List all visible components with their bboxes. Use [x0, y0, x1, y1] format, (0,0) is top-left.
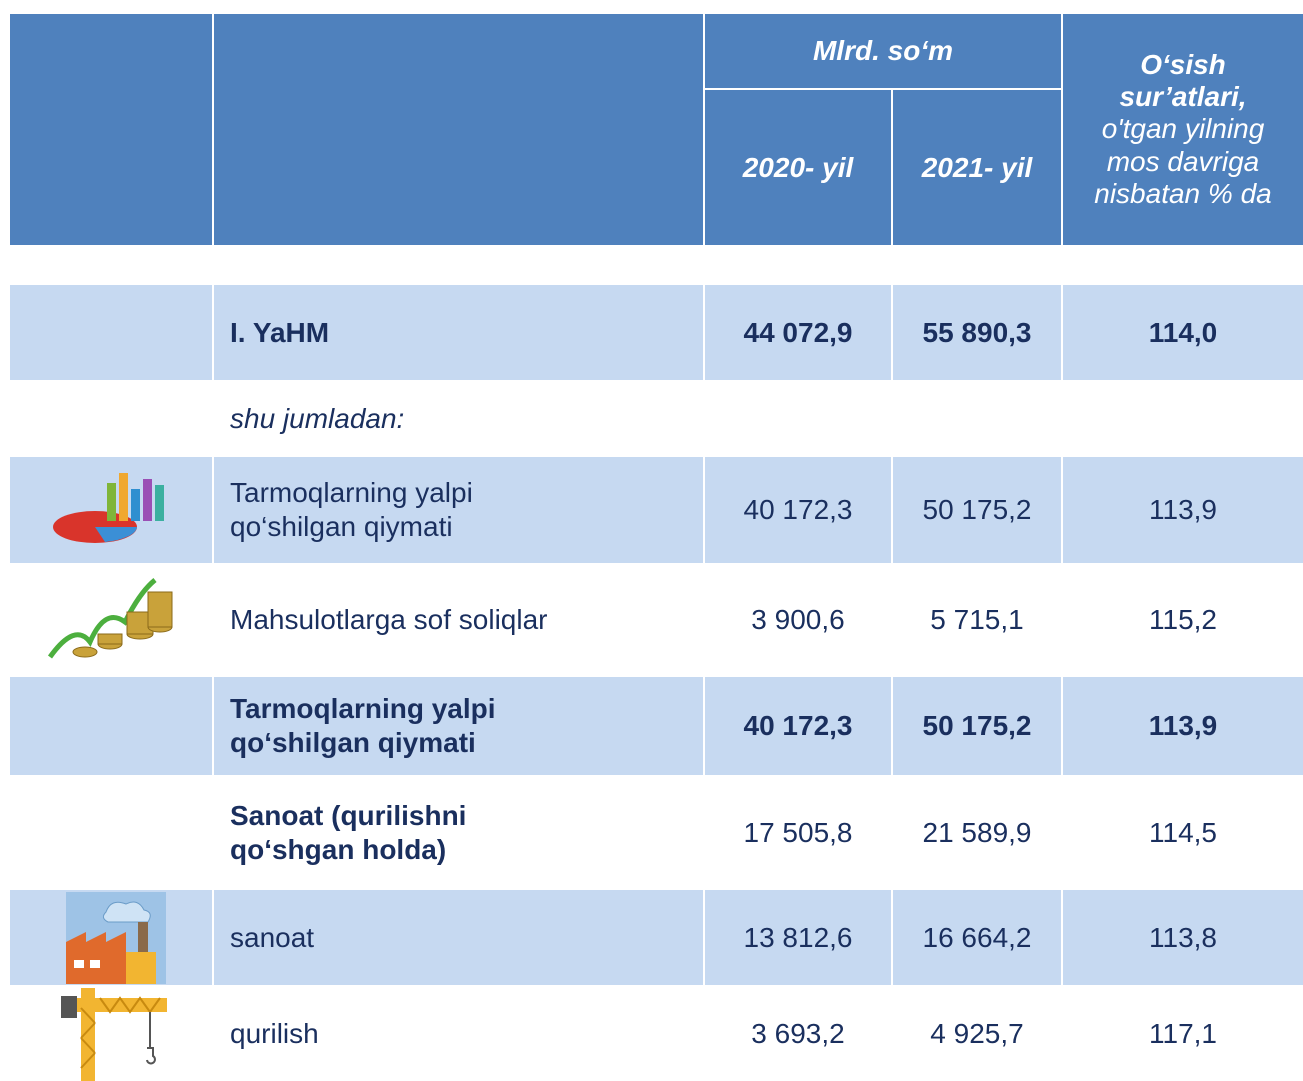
value-cell: 17 505,8: [743, 816, 853, 848]
value-cell: 50 175,2: [893, 457, 1061, 563]
label-text: Tarmoqlarning yalpi qo‘shilgan qiymati: [230, 693, 496, 758]
coins-icon: [47, 578, 173, 659]
growth-cell: 113,9: [1063, 677, 1303, 775]
row-label: shu jumladan:: [214, 382, 703, 455]
value-cell: 21 589,9: [922, 816, 1032, 848]
row-label: I. YaHM: [214, 285, 703, 380]
growth-cell: 113,8: [1063, 890, 1303, 985]
label-text: Mahsulotlarga sof soliqlar: [230, 604, 548, 636]
growth-note: o'tgan yilning mos davriga nisbatan % da: [1094, 113, 1272, 209]
growth-cell: 117,1: [1149, 1018, 1217, 1049]
icon-cell: [10, 777, 212, 888]
label-text: qurilish: [230, 1018, 319, 1050]
label-text: I. YaHM: [230, 316, 330, 348]
chart-icon: [53, 473, 164, 543]
header-group: Mlrd. so‘m: [705, 14, 1061, 88]
value-cell: 55 890,3: [893, 285, 1061, 380]
label-text: Sanoat (qurilishni qo‘shgan holda): [230, 799, 467, 865]
icon-cell: [10, 285, 212, 380]
growth-title: O‘sish sur’atlari,: [1119, 49, 1247, 113]
header-cell: [10, 14, 212, 245]
value-cell: 44 072,9: [705, 285, 891, 380]
growth-cell: 114,5: [1149, 816, 1217, 848]
growth-cell: 115,2: [1149, 604, 1217, 635]
value-cell: 3 900,6: [751, 604, 845, 635]
row-label: Mahsulotlarga sof soliqlar: [214, 565, 703, 675]
factory-icon: [66, 892, 166, 984]
value-cell: 3 693,2: [751, 1018, 845, 1049]
growth-cell: 113,9: [1063, 457, 1303, 563]
header-year: 2020- yil: [705, 90, 891, 245]
value-cell: 40 172,3: [705, 457, 891, 563]
label-text: Tarmoqlarning yalpi qo‘shilgan qiymati: [230, 477, 473, 542]
header-cell: [214, 14, 703, 245]
value-cell: [705, 382, 891, 455]
header-growth: O‘sish sur’atlari, o'tgan yilning mos da…: [1063, 14, 1303, 245]
row-label: Tarmoqlarning yalpi qo‘shilgan qiymati: [214, 677, 703, 775]
value-cell: 40 172,3: [705, 677, 891, 775]
value-cell: 13 812,6: [705, 890, 891, 985]
crane-icon: [61, 988, 167, 1081]
icon-cell: [10, 677, 212, 775]
value-cell: 16 664,2: [893, 890, 1061, 985]
label-text: shu jumladan:: [230, 402, 405, 434]
value-cell: 50 175,2: [893, 677, 1061, 775]
icon-cell: [10, 382, 212, 455]
label-text: sanoat: [230, 921, 315, 953]
value-cell: [893, 382, 1061, 455]
value-cell: 4 925,7: [930, 1018, 1024, 1049]
row-label: qurilish: [214, 987, 703, 1081]
row-label: sanoat: [214, 890, 703, 985]
row-label: Sanoat (qurilishni qo‘shgan holda): [214, 777, 703, 888]
row-label: Tarmoqlarning yalpi qo‘shilgan qiymati: [214, 457, 703, 563]
header-year: 2021- yil: [893, 90, 1061, 245]
value-cell: 5 715,1: [930, 604, 1024, 635]
growth-cell: 114,0: [1063, 285, 1303, 380]
growth-cell: [1063, 382, 1303, 455]
